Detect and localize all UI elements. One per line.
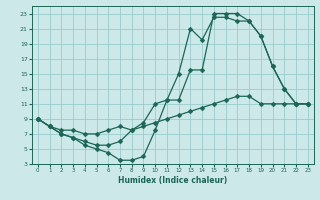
X-axis label: Humidex (Indice chaleur): Humidex (Indice chaleur) bbox=[118, 176, 228, 185]
